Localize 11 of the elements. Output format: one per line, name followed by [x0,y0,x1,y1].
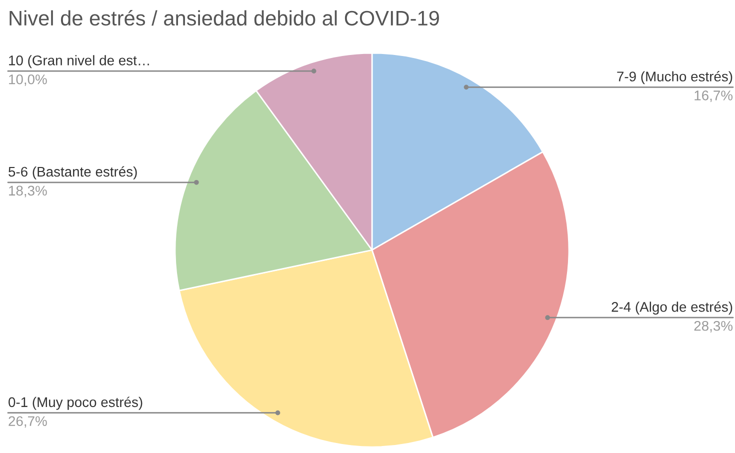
data-label: 28,3% [694,320,733,332]
slice-label: 7-9 (Mucho estrés) [617,71,732,84]
chart-title: Nivel de estrés / ansiedad debido al COVID-19 [10,10,439,26]
data-label: 16,7% [694,90,733,102]
slice-label: 10 (Gran nivel de est… [9,55,149,68]
data-label: 18,3% [9,186,47,198]
slice-label: 2-4 (Algo de estrés) [612,301,732,315]
slice-label: 0-1 (Muy poco estrés) [8,396,142,410]
data-label: 10,0% [9,74,47,86]
data-label: 26,7% [8,416,47,428]
slice-label: 5-6 (Bastante estrés) [8,166,137,180]
